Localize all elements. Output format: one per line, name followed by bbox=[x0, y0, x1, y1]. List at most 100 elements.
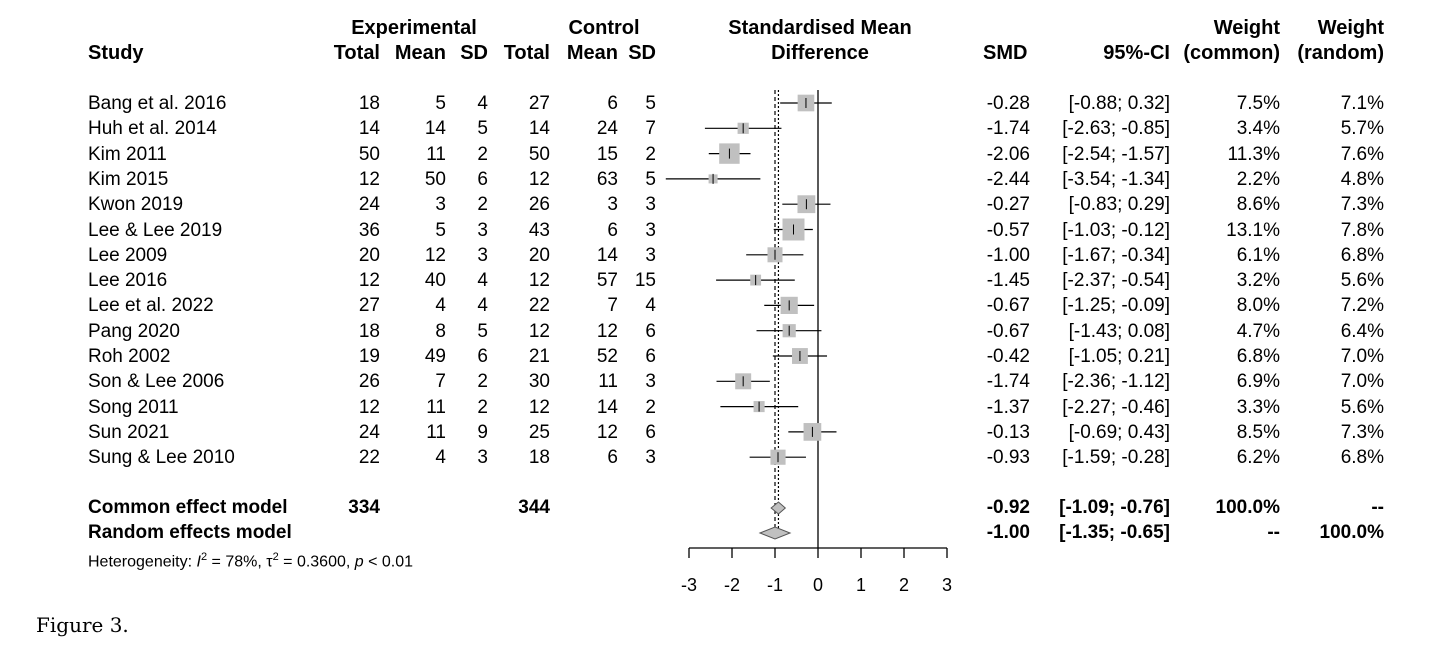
e-total: 18 bbox=[358, 320, 380, 342]
ci: [-0.83; 0.29] bbox=[1068, 194, 1170, 216]
c-mean: 24 bbox=[596, 118, 618, 140]
ci: [-0.69; 0.43] bbox=[1068, 421, 1170, 443]
smd: -0.13 bbox=[986, 421, 1030, 443]
e-total: 26 bbox=[358, 371, 380, 393]
ci: [-1.43; 0.08] bbox=[1068, 320, 1170, 342]
c-total: 12 bbox=[528, 270, 550, 292]
e-mean: 7 bbox=[435, 371, 446, 393]
c-sd: 4 bbox=[645, 295, 656, 317]
e-total: 20 bbox=[358, 244, 380, 266]
header-plot-title-1: Standardised Mean bbox=[728, 17, 912, 39]
summary-weight-random: 100.0% bbox=[1319, 522, 1384, 543]
c-sd: 3 bbox=[645, 194, 656, 216]
study-name: Huh et al. 2014 bbox=[88, 118, 217, 140]
summary-c-total: 344 bbox=[518, 497, 550, 518]
summary-weight-random: -- bbox=[1371, 497, 1384, 518]
c-total: 18 bbox=[528, 447, 550, 469]
e-sd: 5 bbox=[477, 118, 488, 140]
weight-random: 7.0% bbox=[1340, 346, 1384, 367]
e-mean: 11 bbox=[426, 396, 446, 418]
smd: -2.06 bbox=[986, 143, 1030, 165]
e-sd: 3 bbox=[477, 244, 488, 266]
ci: [-2.36; -1.12] bbox=[1062, 371, 1170, 393]
ci: [-2.27; -0.46] bbox=[1062, 396, 1170, 418]
x-axis-tick-label: -1 bbox=[767, 575, 783, 595]
e-total: 22 bbox=[358, 447, 380, 469]
e-total: 14 bbox=[358, 118, 380, 140]
c-sd: 15 bbox=[634, 270, 656, 292]
weight-random: 7.6% bbox=[1340, 143, 1384, 165]
e-mean: 5 bbox=[435, 93, 446, 114]
study-name: Lee & Lee 2019 bbox=[88, 219, 223, 241]
e-mean: 11 bbox=[426, 143, 446, 165]
c-sd: 3 bbox=[645, 371, 656, 393]
smd: -0.27 bbox=[986, 194, 1030, 216]
ci: [-0.88; 0.32] bbox=[1068, 93, 1170, 114]
x-axis-tick-label: -2 bbox=[724, 575, 740, 595]
e-sd: 4 bbox=[477, 93, 488, 114]
c-total: 50 bbox=[528, 143, 550, 165]
weight-common: 6.1% bbox=[1236, 244, 1280, 266]
e-total: 12 bbox=[358, 270, 380, 292]
e-total: 12 bbox=[358, 396, 380, 418]
study-name: Sung & Lee 2010 bbox=[88, 447, 235, 469]
weight-random: 5.6% bbox=[1340, 270, 1384, 292]
e-total: 19 bbox=[358, 346, 380, 367]
figure-caption: Figure 3. bbox=[36, 613, 129, 637]
c-mean: 12 bbox=[596, 421, 618, 443]
x-axis-tick-label: 0 bbox=[813, 575, 823, 595]
e-total: 12 bbox=[358, 168, 380, 190]
header-weight-random: Weight bbox=[1317, 17, 1384, 39]
e-mean: 40 bbox=[424, 270, 446, 292]
weight-common: 8.5% bbox=[1236, 421, 1280, 443]
e-sd: 4 bbox=[477, 295, 488, 317]
study-name: Lee et al. 2022 bbox=[88, 295, 214, 317]
header-c-total: Total bbox=[503, 42, 550, 64]
smd: -1.00 bbox=[986, 244, 1030, 266]
c-mean: 52 bbox=[596, 346, 618, 367]
c-mean: 14 bbox=[596, 244, 618, 266]
e-sd: 4 bbox=[477, 270, 488, 292]
ci: [-1.05; 0.21] bbox=[1068, 346, 1170, 367]
smd: -0.93 bbox=[986, 447, 1030, 469]
x-axis-tick-label: 2 bbox=[899, 575, 909, 595]
header-e-total: Total bbox=[333, 42, 380, 64]
weight-random: 7.1% bbox=[1340, 93, 1384, 114]
e-mean: 50 bbox=[424, 168, 446, 190]
c-total: 26 bbox=[528, 194, 550, 216]
weight-common: 7.5% bbox=[1236, 93, 1280, 114]
weight-common: 3.4% bbox=[1236, 118, 1280, 140]
e-total: 18 bbox=[358, 93, 380, 114]
c-sd: 2 bbox=[645, 143, 656, 165]
c-total: 12 bbox=[528, 396, 550, 418]
c-total: 12 bbox=[528, 320, 550, 342]
smd: -1.74 bbox=[986, 371, 1030, 393]
ci: [-2.63; -0.85] bbox=[1062, 118, 1170, 140]
c-sd: 6 bbox=[645, 320, 656, 342]
summary-smd: -0.92 bbox=[986, 497, 1030, 518]
c-sd: 6 bbox=[645, 421, 656, 443]
weight-common: 13.1% bbox=[1226, 219, 1280, 241]
e-sd: 3 bbox=[477, 447, 488, 469]
weight-random: 7.8% bbox=[1340, 219, 1384, 241]
weight-random: 7.3% bbox=[1340, 194, 1384, 216]
c-total: 12 bbox=[528, 168, 550, 190]
c-sd: 2 bbox=[645, 396, 656, 418]
c-total: 20 bbox=[528, 244, 550, 266]
weight-random: 7.0% bbox=[1340, 371, 1384, 393]
header-study: Study bbox=[88, 42, 144, 64]
c-mean: 3 bbox=[607, 194, 618, 216]
ci: [-1.67; -0.34] bbox=[1062, 244, 1170, 266]
ci: [-3.54; -1.34] bbox=[1062, 168, 1170, 190]
header-weight-common: Weight bbox=[1213, 17, 1280, 39]
weight-random: 7.2% bbox=[1340, 295, 1384, 317]
smd: -2.44 bbox=[986, 168, 1030, 190]
c-mean: 6 bbox=[607, 447, 618, 469]
c-sd: 7 bbox=[645, 118, 656, 140]
c-total: 43 bbox=[528, 219, 550, 241]
summary-weight-common: -- bbox=[1267, 522, 1280, 543]
e-mean: 4 bbox=[435, 295, 446, 317]
e-total: 27 bbox=[358, 295, 380, 317]
ci: [-2.54; -1.57] bbox=[1062, 143, 1170, 165]
weight-common: 3.2% bbox=[1236, 270, 1280, 292]
